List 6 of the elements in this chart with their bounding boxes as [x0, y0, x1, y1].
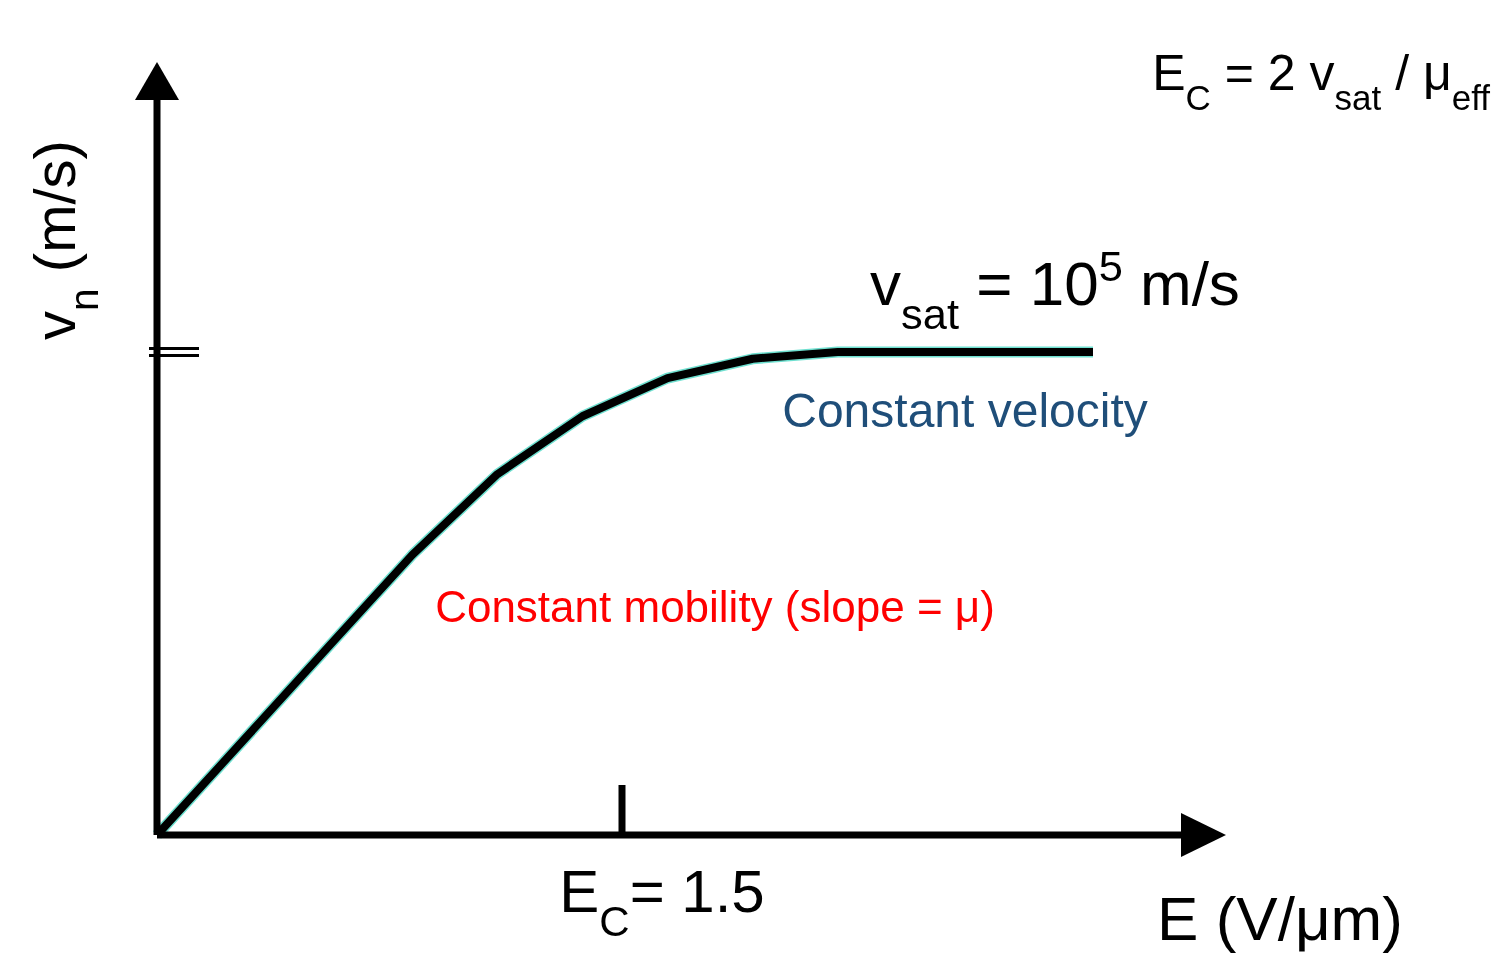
text: E$_{C}$= 1.5: [559, 858, 765, 945]
x-axis-title: E (V/μm): [1157, 884, 1403, 953]
annotation: Constant mobility (slope = μ): [435, 582, 995, 631]
text: E$_{C}$ = 2 v$_{sat}$ / μ$_{eff}$: [1152, 45, 1491, 117]
annotation: Constant velocity: [782, 384, 1148, 437]
text: v$_{sat}$ = 10$^{5}$ m/s: [870, 242, 1240, 338]
